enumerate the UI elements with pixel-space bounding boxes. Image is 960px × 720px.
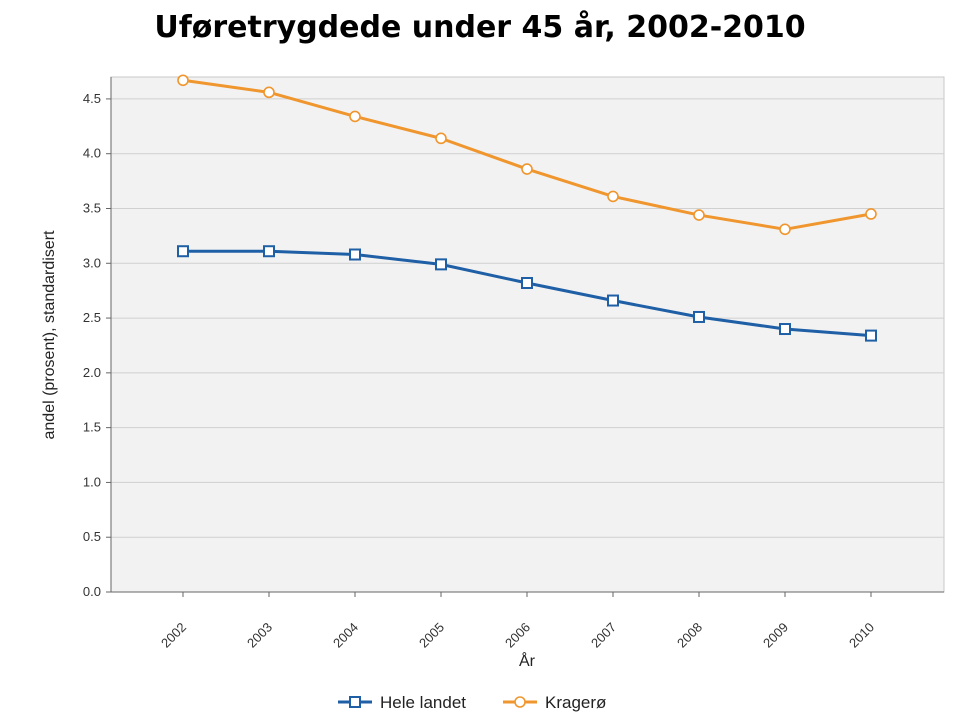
data-point [693,310,705,323]
y-tick-label: 1.0 [83,474,101,489]
plot-background [110,76,945,593]
x-tick-label: 2004 [330,620,361,651]
y-tick-label: 4.0 [83,146,101,161]
y-tick-label: 0.0 [83,584,101,599]
x-tick-label: 2009 [760,620,791,651]
x-tick-label: 2005 [416,620,447,651]
data-point [435,258,447,271]
y-tick-label: 3.5 [83,200,101,215]
legend-marker [514,696,526,708]
x-tick-label: 2003 [244,620,275,651]
y-axis-title: andel (prosent), standardisert [41,230,58,440]
legend: Hele landet Kragerø [338,693,606,712]
x-tick-labels: 2002 2003 2004 2005 2006 2007 2008 2009 2010 [158,592,877,651]
y-tick-label: 1.5 [83,420,101,435]
data-point [435,132,447,145]
data-point [865,208,877,220]
x-tick-label: 2008 [674,620,705,651]
data-point [779,323,791,336]
x-axis-title: År [519,651,536,670]
y-tick-labels: 0.0 0.5 1.0 1.5 2.0 2.5 3.0 3.5 4.0 4.5 [83,91,111,599]
y-tick-label: 3.0 [83,255,101,270]
x-tick-label: 2007 [588,620,619,651]
data-point [521,163,533,175]
data-point [177,245,189,258]
x-tick-label: 2010 [846,620,877,651]
legend-marker [349,696,361,708]
data-point [349,110,361,123]
y-tick-label: 0.5 [83,529,101,544]
data-point [865,329,877,342]
data-point [607,294,619,307]
legend-label: Hele landet [380,693,466,712]
data-point [263,86,275,99]
y-tick-label: 4.5 [83,91,101,106]
data-point [779,223,791,236]
x-tick-label: 2002 [158,620,189,651]
x-tick-label: 2006 [502,620,533,651]
y-tick-label: 2.5 [83,310,101,325]
data-point [521,277,533,289]
series-lines [177,74,877,342]
data-point [607,190,619,203]
legend-label: Kragerø [545,693,606,712]
gridlines [111,98,944,538]
y-tick-label: 2.0 [83,365,101,380]
page-title: Uføretrygdede under 45 år, 2002-2010 [154,10,806,45]
data-point [349,248,361,261]
data-point [263,245,275,258]
data-point [693,209,705,221]
data-point [177,74,189,87]
